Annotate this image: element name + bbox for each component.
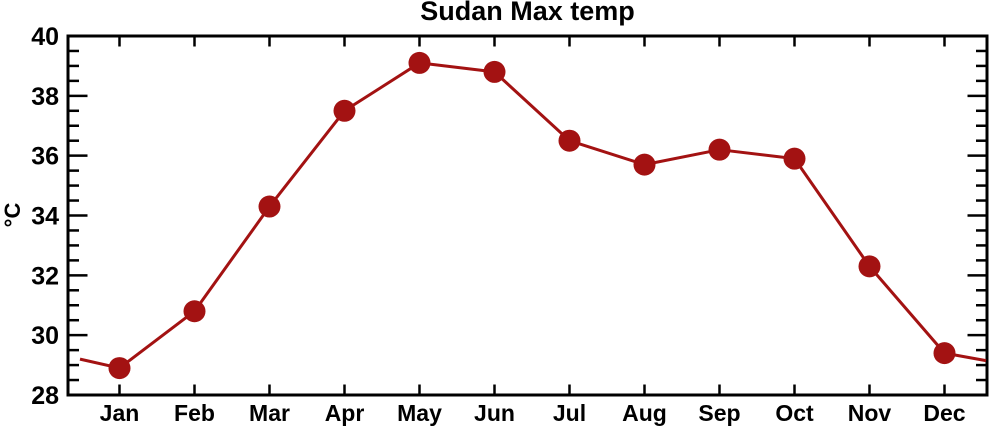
data-point-marker xyxy=(558,129,581,152)
data-point-marker xyxy=(708,138,731,161)
data-point-marker xyxy=(408,51,431,74)
y-tick-label: 28 xyxy=(31,382,59,410)
x-tick-label: Aug xyxy=(622,400,667,426)
x-tick-label: Jul xyxy=(553,400,586,426)
plot-box xyxy=(66,34,989,397)
data-point-marker xyxy=(933,342,956,365)
data-point-marker xyxy=(333,99,356,122)
x-tick-label: Nov xyxy=(848,400,892,426)
y-tick-label: 30 xyxy=(31,322,59,350)
x-tick-label: Feb xyxy=(174,400,215,426)
y-tick-label: 36 xyxy=(31,143,59,171)
data-point-marker xyxy=(858,255,881,278)
x-tick-label: Jan xyxy=(100,400,140,426)
temperature-line xyxy=(79,61,987,370)
y-tick-label: 40 xyxy=(31,23,59,51)
y-tick-label: 38 xyxy=(31,83,59,111)
data-point-marker xyxy=(258,195,281,218)
data-point-marker xyxy=(483,60,506,83)
x-tick-label: Oct xyxy=(775,400,814,426)
x-tick-label: Apr xyxy=(325,400,365,426)
data-point-marker xyxy=(633,153,656,176)
x-tick-label: Dec xyxy=(923,400,965,426)
x-tick-label: Mar xyxy=(249,400,290,426)
x-tick-label: May xyxy=(397,400,442,426)
data-point-marker xyxy=(108,357,131,380)
y-tick-label: 34 xyxy=(31,203,59,231)
x-tick-label: Sep xyxy=(698,400,740,426)
x-tick-label: Jun xyxy=(474,400,515,426)
y-tick-label: 32 xyxy=(31,262,59,290)
chart-title: Sudan Max temp xyxy=(420,0,635,26)
data-point-marker xyxy=(183,300,206,323)
data-point-marker xyxy=(783,147,806,170)
